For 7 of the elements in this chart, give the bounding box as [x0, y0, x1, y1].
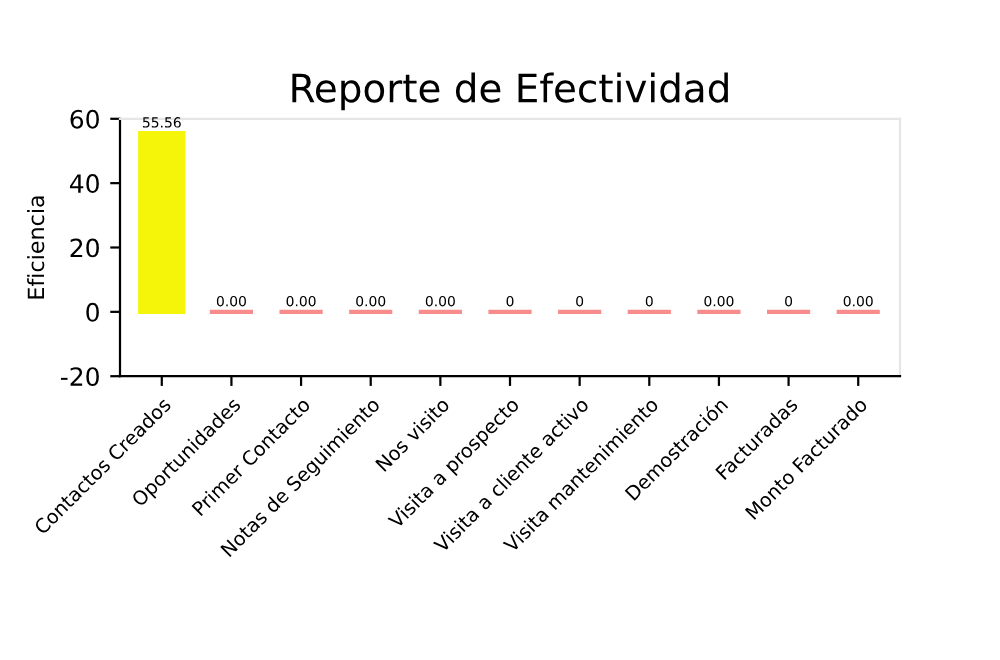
- y-tick-label: 20: [70, 238, 99, 258]
- y-tick-label: -20: [60, 367, 99, 387]
- y-tick-label: 40: [69, 174, 99, 193]
- chart-title: Reporte de Efectividad: [292, 72, 728, 111]
- y-axis-title: Eficiencia: [27, 196, 45, 299]
- y-tick-label: 60: [70, 109, 99, 129]
- y-tick-label: 0: [86, 302, 99, 322]
